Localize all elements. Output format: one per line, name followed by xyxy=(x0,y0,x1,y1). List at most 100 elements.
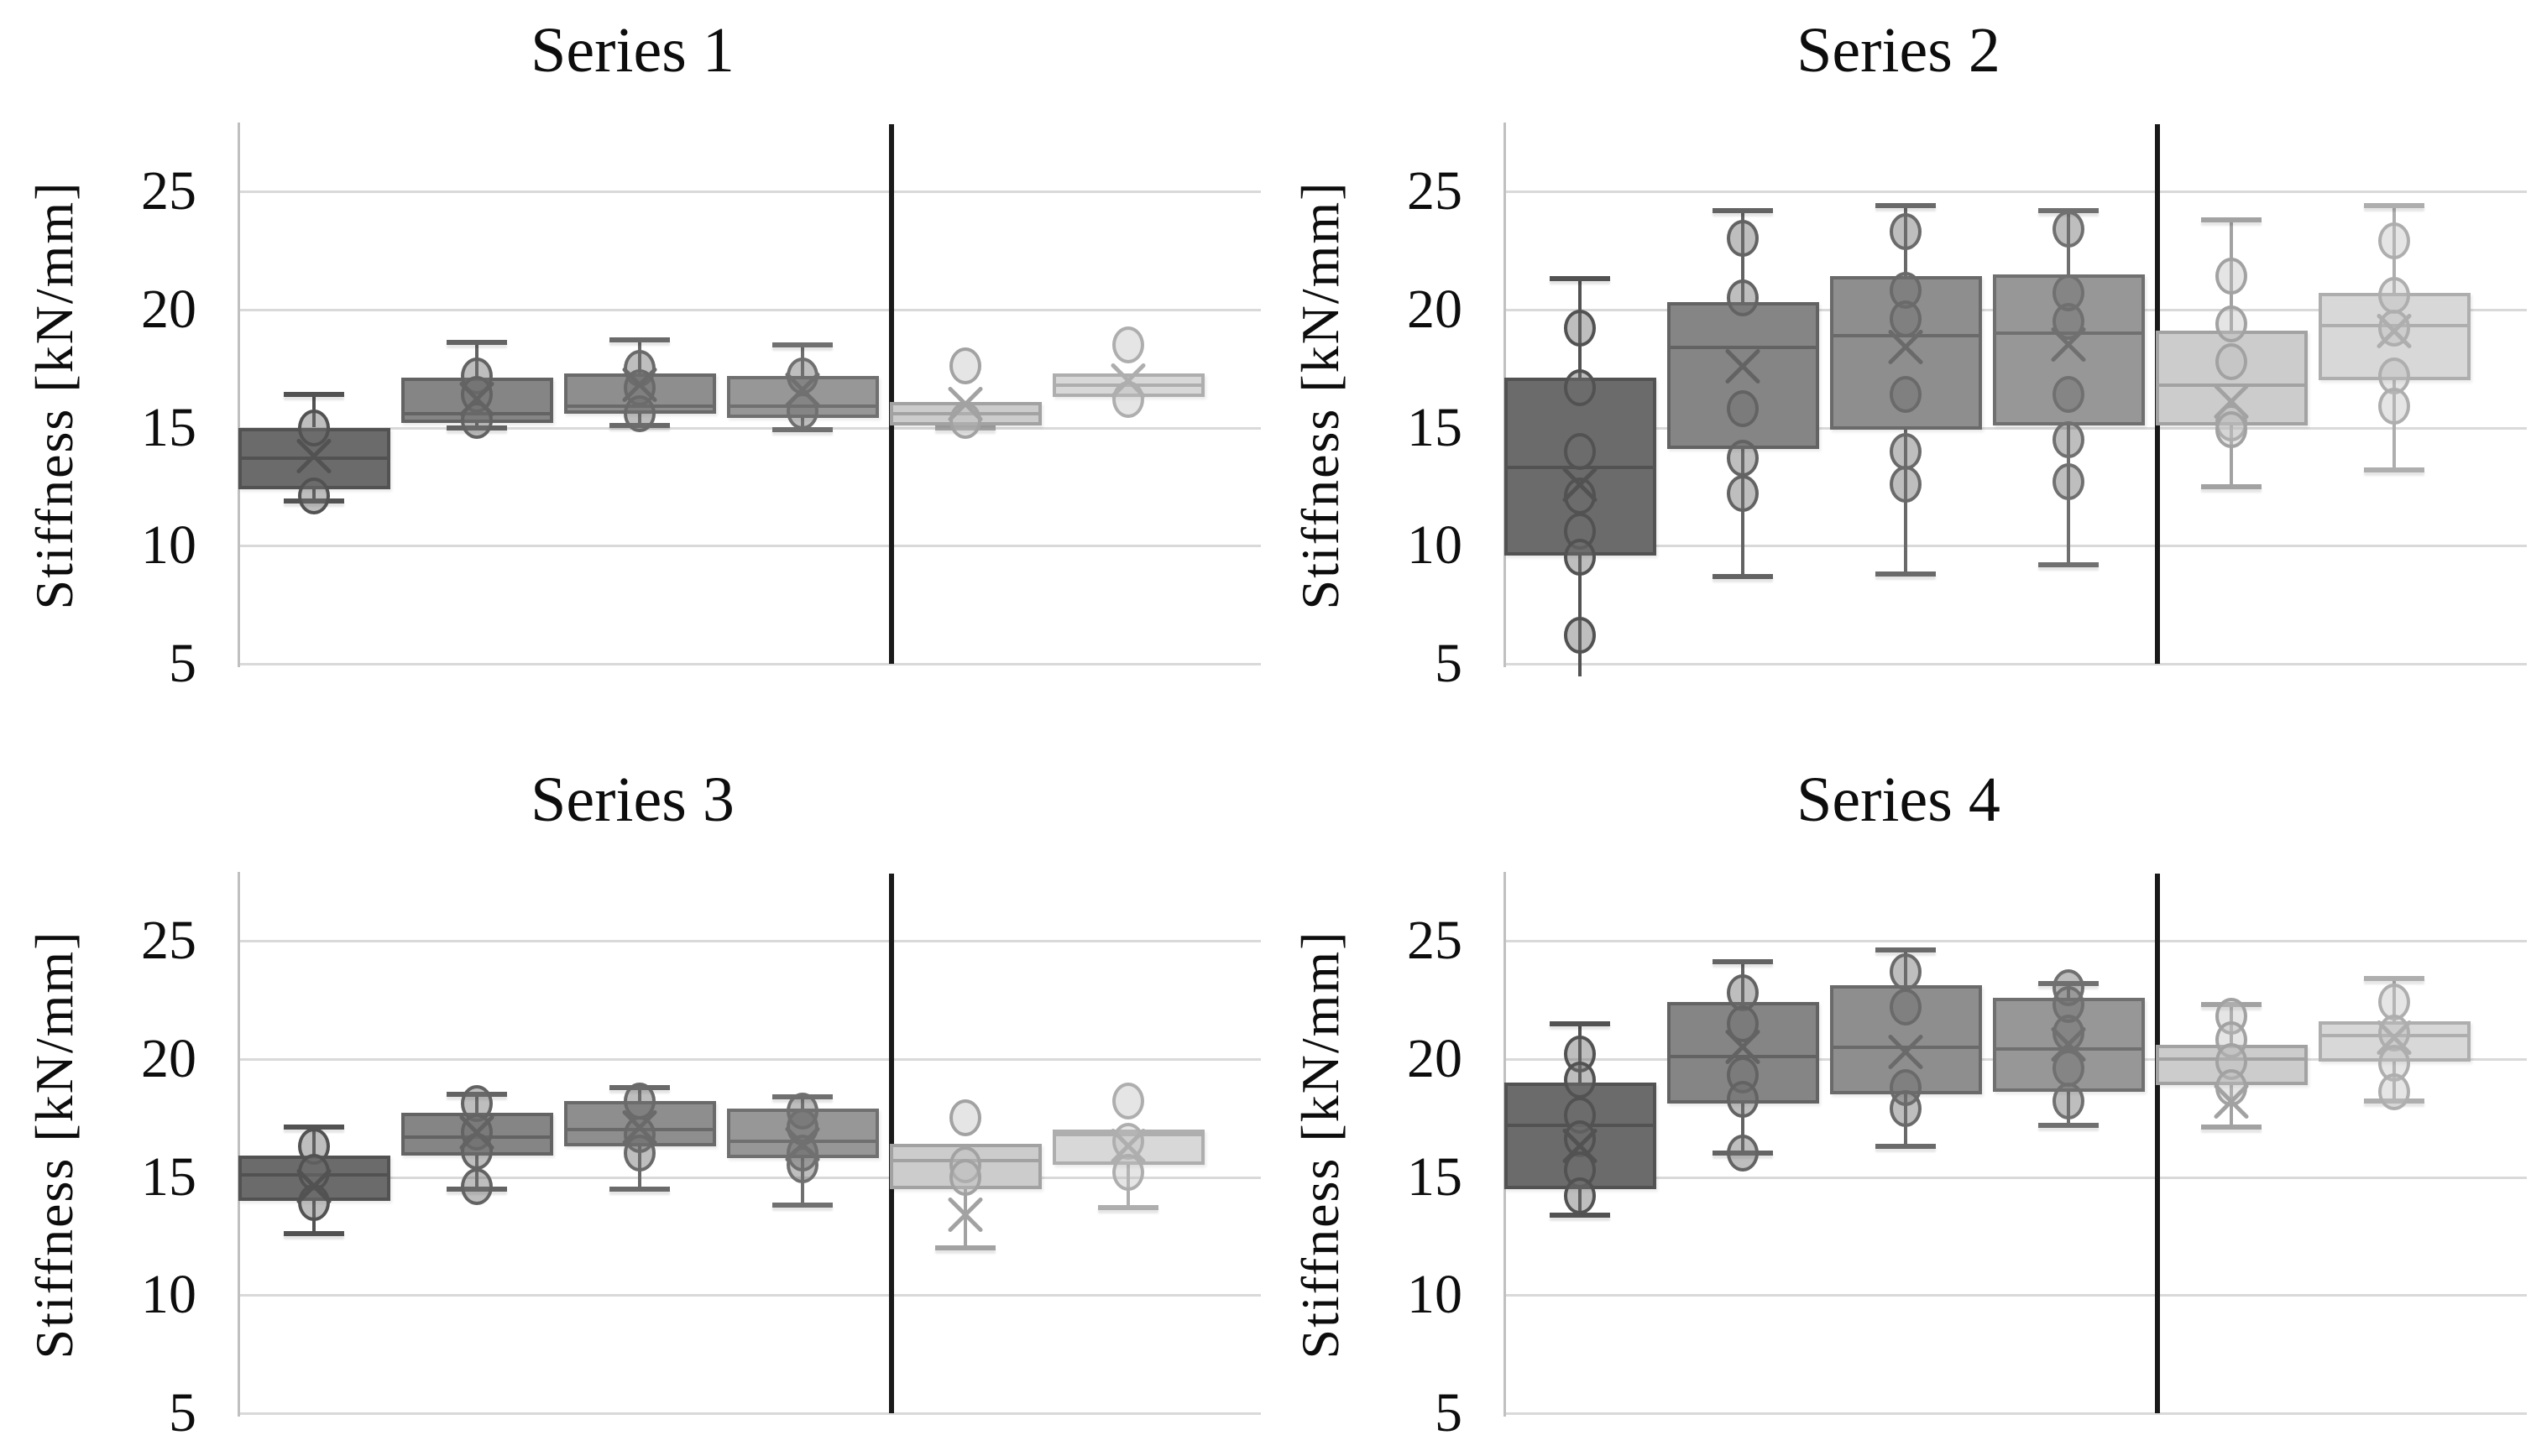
y-tick-label: 10 xyxy=(1407,1264,1462,1326)
y-tick-label: 20 xyxy=(1407,1027,1462,1089)
lower-whisker-cap xyxy=(2201,1125,2262,1130)
upper-whisker-cap xyxy=(1875,202,1937,208)
gridline xyxy=(1503,1294,2527,1297)
data-point xyxy=(461,1085,494,1123)
lower-whisker-line xyxy=(1741,1104,1745,1154)
plot-area: 25 20 15 10 5 xyxy=(0,0,1265,728)
gridline xyxy=(238,308,1261,311)
gridline xyxy=(238,1176,1261,1179)
data-point xyxy=(1727,389,1760,427)
y-tick-label: 5 xyxy=(1435,1382,1462,1443)
data-point xyxy=(1564,617,1597,655)
data-point xyxy=(2053,463,2085,501)
lower-whisker-cap xyxy=(2364,467,2425,473)
gridline xyxy=(1503,663,2527,665)
data-point xyxy=(2378,222,2411,260)
data-point xyxy=(1112,326,1145,363)
upper-whisker-cap xyxy=(447,340,508,346)
data-point xyxy=(2053,1083,2085,1120)
lower-whisker-cap xyxy=(1550,1212,1611,1218)
data-point xyxy=(1727,220,1760,258)
data-point xyxy=(298,478,331,515)
y-axis-line xyxy=(238,123,240,667)
upper-whisker-cap xyxy=(772,342,834,347)
chart-title: Series 1 xyxy=(531,15,735,86)
y-tick-label: 25 xyxy=(141,160,196,222)
lower-whisker-cap xyxy=(772,1203,834,1208)
data-point xyxy=(1890,988,1922,1025)
data-point xyxy=(1727,1135,1760,1172)
data-point xyxy=(1564,368,1597,406)
data-point xyxy=(2215,258,2248,295)
data-point xyxy=(2053,211,2085,248)
y-tick-label: 20 xyxy=(141,278,196,340)
gridline xyxy=(238,426,1261,430)
data-point xyxy=(1564,432,1597,470)
y-tick-label: 20 xyxy=(1407,278,1462,340)
data-point xyxy=(949,1158,982,1196)
gridline xyxy=(1503,940,2527,942)
y-tick-label: 15 xyxy=(1407,396,1462,458)
lower-whisker-cap xyxy=(284,1231,345,1237)
series-divider xyxy=(2155,874,2160,1413)
y-tick-label: 10 xyxy=(141,1264,196,1326)
data-point xyxy=(1727,1080,1760,1118)
chart-title: Series 3 xyxy=(531,765,735,835)
data-point xyxy=(2378,276,2411,314)
y-tick-label: 5 xyxy=(169,1382,196,1443)
data-point xyxy=(461,1132,494,1170)
gridline xyxy=(1503,1176,2527,1179)
lower-whisker-cap xyxy=(609,1186,671,1192)
upper-whisker-cap xyxy=(2364,976,2425,982)
gridline xyxy=(238,1057,1261,1061)
y-tick-label: 15 xyxy=(1407,1145,1462,1208)
data-point xyxy=(2215,411,2248,449)
gridline xyxy=(238,1294,1261,1297)
y-tick-label: 25 xyxy=(1407,160,1462,222)
data-point xyxy=(1564,310,1597,347)
lower-whisker-cap xyxy=(1875,1143,1937,1149)
data-point xyxy=(1112,380,1145,418)
y-tick-label: 5 xyxy=(169,633,196,694)
upper-whisker-cap xyxy=(1875,947,1937,953)
data-point xyxy=(624,394,656,432)
panel-series-3: Series 3 Stiffness [kN/mm] 25 20 15 10 5 xyxy=(0,728,1265,1456)
lower-whisker-line xyxy=(2230,1084,2234,1128)
y-tick-label: 15 xyxy=(141,396,196,458)
series-divider xyxy=(889,874,894,1413)
median-line xyxy=(1670,345,1816,349)
lower-whisker-line xyxy=(1578,555,1582,676)
gridline xyxy=(1503,545,2527,548)
upper-whisker-cap xyxy=(2364,202,2425,208)
data-point xyxy=(1890,1089,1922,1127)
chart-title: Series 2 xyxy=(1796,15,2000,86)
panel-series-1: Series 1 Stiffness [kN/mm] 25 20 15 10 5 xyxy=(0,0,1265,728)
median-line xyxy=(1670,1054,1816,1058)
data-point xyxy=(1890,376,1922,414)
median-line xyxy=(1833,1045,1979,1049)
chart-title: Series 4 xyxy=(1796,765,2000,835)
data-point xyxy=(1890,432,1922,470)
panel-series-2: Series 2 Stiffness [kN/mm] 25 20 15 10 5 xyxy=(1266,0,2531,728)
data-point xyxy=(1564,1062,1597,1099)
gridline xyxy=(238,190,1261,193)
gridline xyxy=(238,663,1261,665)
y-tick-label: 10 xyxy=(141,514,196,577)
data-point xyxy=(1890,952,1922,990)
data-point xyxy=(1727,279,1760,316)
upper-whisker-cap xyxy=(2038,207,2100,213)
data-point xyxy=(461,1167,494,1205)
data-point xyxy=(1890,466,1922,504)
y-tick-label: 20 xyxy=(141,1027,196,1089)
gridline xyxy=(238,940,1261,942)
upper-whisker-cap xyxy=(2201,217,2262,222)
lower-whisker-cap xyxy=(2201,483,2262,489)
lower-whisker-cap xyxy=(2038,1122,2100,1128)
data-point xyxy=(949,1099,982,1137)
lower-whisker-cap xyxy=(1713,573,1774,579)
y-tick-label: 25 xyxy=(1407,910,1462,971)
lower-whisker-cap xyxy=(772,427,834,433)
upper-whisker-cap xyxy=(1550,1020,1611,1026)
data-point xyxy=(1112,1083,1145,1120)
upper-whisker-cap xyxy=(1713,207,1774,213)
